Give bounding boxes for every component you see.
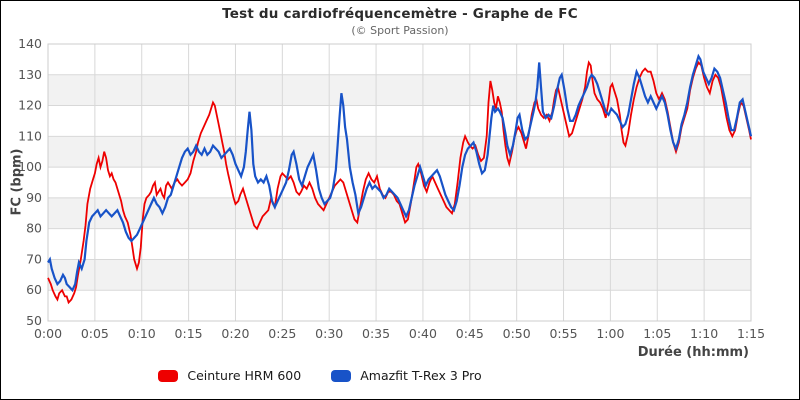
chart-subtitle: (© Sport Passion) <box>351 24 449 37</box>
series-line-amazfit <box>47 53 753 293</box>
x-tick-label: 0:35 <box>362 326 390 341</box>
x-tick-label: 0:50 <box>503 326 531 341</box>
legend: Ceinture HRM 600 Amazfit T-Rex 3 Pro <box>1 368 799 383</box>
y-tick-label: 80 <box>26 221 42 236</box>
legend-swatch-blue <box>331 369 352 382</box>
y-tick-label: 110 <box>18 128 42 143</box>
y-tick-label: 60 <box>26 282 42 297</box>
x-tick-label: 0:20 <box>221 326 249 341</box>
x-tick-label: 0:45 <box>456 326 484 341</box>
y-tick-label: 50 <box>26 313 42 328</box>
x-tick-label: 0:55 <box>549 326 577 341</box>
y-tick-label: 140 <box>18 36 42 51</box>
y-tick-label: 130 <box>18 67 42 82</box>
legend-item-amazfit: Amazfit T-Rex 3 Pro <box>331 368 482 383</box>
x-tick-label: 1:10 <box>690 326 718 341</box>
legend-item-hrm600: Ceinture HRM 600 <box>158 368 301 383</box>
y-tick-label: 70 <box>26 251 42 266</box>
x-tick-label: 1:15 <box>737 326 765 341</box>
chart-title: Test du cardiofréquencemètre - Graphe de… <box>222 6 578 22</box>
y-tick-label: 100 <box>18 159 42 174</box>
legend-swatch-red <box>158 369 179 382</box>
x-axis-title: Durée (hh:mm) <box>637 345 749 360</box>
x-tick-label: 0:40 <box>409 326 437 341</box>
x-tick-label: 0:25 <box>268 326 296 341</box>
x-tick-label: 0:05 <box>81 326 109 341</box>
y-tick-label: 120 <box>18 98 42 113</box>
legend-label-amazfit: Amazfit T-Rex 3 Pro <box>360 368 482 383</box>
band-fill <box>48 74 751 106</box>
x-tick-label: 1:00 <box>596 326 624 341</box>
y-axis-title: FC (bpm) <box>9 148 25 216</box>
x-tick-label: 0:30 <box>315 326 343 341</box>
x-tick-label: 0:10 <box>128 326 156 341</box>
legend-label-hrm600: Ceinture HRM 600 <box>187 368 302 383</box>
x-tick-label: 0:15 <box>175 326 203 341</box>
y-tick-label: 90 <box>26 190 42 205</box>
band-fill <box>48 136 751 168</box>
band-fill <box>48 259 751 291</box>
x-tick-label: 1:05 <box>643 326 671 341</box>
x-tick-label: 0:00 <box>34 326 62 341</box>
plot-border <box>47 43 752 322</box>
